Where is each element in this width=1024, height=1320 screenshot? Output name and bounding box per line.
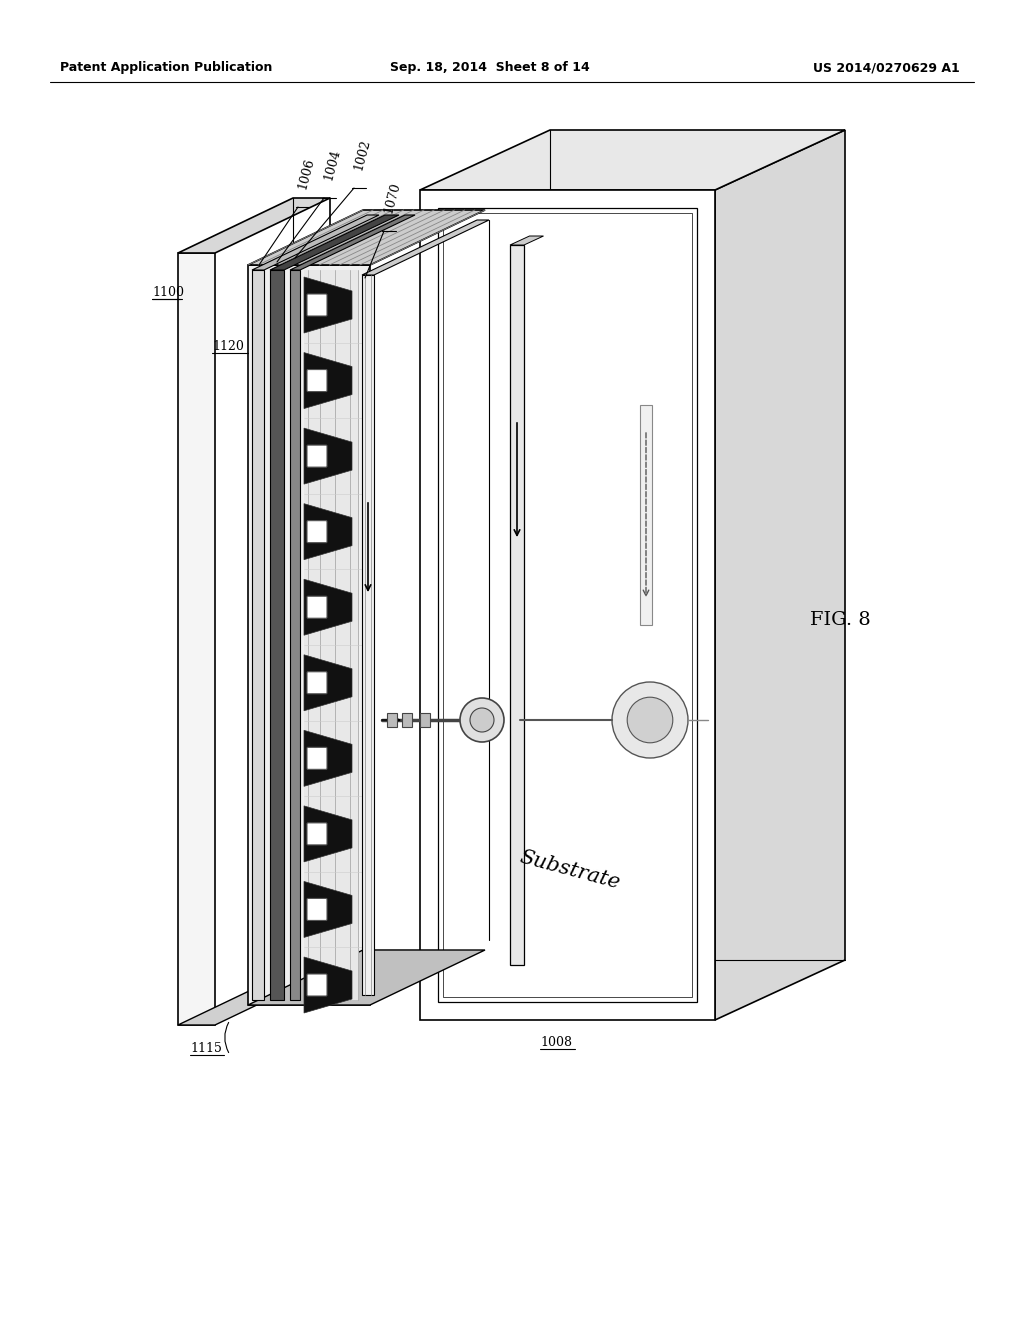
Polygon shape xyxy=(510,236,544,246)
Text: Patent Application Publication: Patent Application Publication xyxy=(60,62,272,74)
Bar xyxy=(420,190,715,1020)
Bar xyxy=(252,271,264,1001)
Text: 1100: 1100 xyxy=(152,285,184,298)
Polygon shape xyxy=(178,970,330,1026)
Text: 1070: 1070 xyxy=(382,181,402,215)
Polygon shape xyxy=(362,220,489,275)
Bar xyxy=(248,265,370,1005)
Text: 1004: 1004 xyxy=(322,148,343,182)
Circle shape xyxy=(470,708,494,733)
Polygon shape xyxy=(304,504,352,560)
Polygon shape xyxy=(420,129,845,190)
FancyBboxPatch shape xyxy=(307,445,327,467)
Bar xyxy=(304,271,359,1001)
Polygon shape xyxy=(270,215,399,271)
Text: 1115: 1115 xyxy=(190,1041,222,1055)
FancyBboxPatch shape xyxy=(307,974,327,997)
Polygon shape xyxy=(248,950,485,1005)
Polygon shape xyxy=(178,198,330,253)
Circle shape xyxy=(460,698,504,742)
Bar xyxy=(178,253,215,1026)
Polygon shape xyxy=(304,277,352,333)
Text: Substrate: Substrate xyxy=(517,847,623,892)
Polygon shape xyxy=(304,352,352,409)
Text: 1002: 1002 xyxy=(352,137,373,172)
Bar xyxy=(387,713,397,727)
Polygon shape xyxy=(248,210,485,265)
Text: 1006: 1006 xyxy=(296,157,316,191)
Polygon shape xyxy=(290,215,415,271)
Polygon shape xyxy=(304,730,352,787)
FancyBboxPatch shape xyxy=(307,747,327,770)
FancyBboxPatch shape xyxy=(307,899,327,920)
Text: Sep. 18, 2014  Sheet 8 of 14: Sep. 18, 2014 Sheet 8 of 14 xyxy=(390,62,590,74)
Bar xyxy=(443,213,692,997)
FancyBboxPatch shape xyxy=(307,822,327,845)
Bar xyxy=(420,713,430,727)
Bar xyxy=(402,713,412,727)
Text: 1120: 1120 xyxy=(212,339,244,352)
Polygon shape xyxy=(304,957,352,1012)
Polygon shape xyxy=(304,807,352,862)
Circle shape xyxy=(627,697,673,743)
FancyBboxPatch shape xyxy=(307,597,327,618)
Text: FIG. 8: FIG. 8 xyxy=(810,611,870,630)
Polygon shape xyxy=(304,655,352,710)
FancyBboxPatch shape xyxy=(307,672,327,694)
Polygon shape xyxy=(715,129,845,1020)
Bar xyxy=(362,275,374,995)
Polygon shape xyxy=(304,579,352,635)
FancyBboxPatch shape xyxy=(307,294,327,315)
Polygon shape xyxy=(304,428,352,484)
Bar xyxy=(640,405,652,624)
Bar xyxy=(438,209,697,1002)
Bar xyxy=(270,271,284,1001)
Polygon shape xyxy=(252,215,379,271)
Polygon shape xyxy=(304,882,352,937)
FancyBboxPatch shape xyxy=(307,370,327,392)
Text: 1008: 1008 xyxy=(540,1035,572,1048)
Bar xyxy=(510,246,524,965)
FancyBboxPatch shape xyxy=(307,520,327,543)
Bar xyxy=(290,271,300,1001)
Text: US 2014/0270629 A1: US 2014/0270629 A1 xyxy=(813,62,961,74)
Circle shape xyxy=(612,682,688,758)
